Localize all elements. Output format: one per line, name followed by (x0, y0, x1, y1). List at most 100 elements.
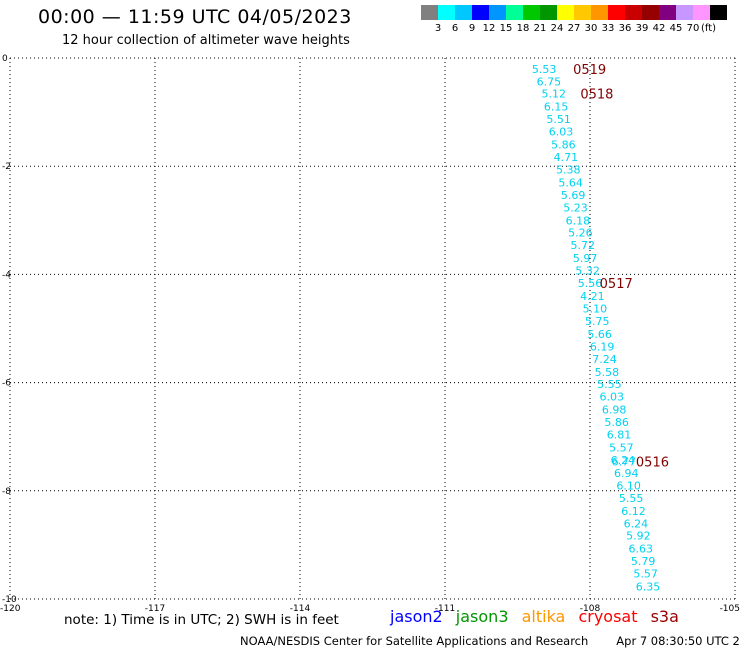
legend-label: 12 (483, 23, 496, 34)
swh-value-label: 5.86 (604, 416, 629, 429)
legend-label: 6 (452, 23, 458, 34)
legend-label: 24 (551, 23, 564, 34)
satellite-s3a: s3a (650, 607, 679, 626)
swh-value-label: 5.58 (595, 366, 620, 379)
swh-value-label: 5.10 (583, 302, 608, 315)
legend-swatch (455, 5, 472, 20)
swh-value-label: 7.24 (592, 353, 617, 366)
swh-value-label: 5.56 (578, 277, 603, 290)
legend-label: 27 (568, 23, 581, 34)
color-legend: 3 6 9 12 15 18 21 24 27 30 33 36 39 42 45 70 (ft) (421, 5, 727, 34)
footer-note: note: 1) Time is in UTC; 2) SWH is in fe… (64, 612, 339, 628)
legend-swatch (608, 5, 625, 20)
legend-label: 42 (653, 23, 666, 34)
swh-value-label: 6.03 (600, 391, 625, 404)
legend-swatch (540, 5, 557, 20)
generation-timestamp: Apr 7 08:30:50 UTC 2023 (616, 634, 740, 648)
legend-label: 70 (687, 23, 700, 34)
chart-subtitle: 12 hour collection of altimeter wave hei… (62, 33, 350, 48)
legend-swatch (659, 5, 676, 20)
legend-swatch (642, 5, 659, 20)
chart-title: 00:00 — 11:59 UTC 04/05/2023 (38, 6, 352, 28)
credit-text: NOAA/NESDIS Center for Satellite Applica… (240, 634, 589, 648)
swh-value-label: 5.55 (597, 378, 622, 391)
satellite-legend: jason2 jason3 altika cryosat s3a (390, 607, 687, 626)
swh-value-label: 5.64 (558, 176, 583, 189)
y-tick-label: 0 (2, 54, 8, 64)
swh-value-label: 6.03 (549, 126, 574, 139)
x-tick-label: -114 (290, 604, 311, 614)
legend-swatch (472, 5, 489, 20)
swh-value-label: 5.38 (556, 163, 581, 176)
time-annotation: 0517 (600, 277, 633, 292)
swh-value-label: 6.12 (621, 505, 646, 518)
satellite-altika: altika (521, 607, 566, 626)
swh-value-label: 6.75 (537, 75, 562, 88)
swh-value-label: 5.86 (551, 139, 576, 152)
swh-value-label: 6.19 (590, 340, 615, 353)
swh-value-label: 6.63 (629, 543, 654, 556)
y-tick-label: -2 (2, 162, 11, 172)
swh-value-label: 5.79 (631, 555, 656, 568)
x-tick-label: -111 (435, 604, 455, 614)
legend-swatch (676, 5, 693, 20)
legend-unit: (ft) (701, 23, 716, 34)
swh-value-label: 5.55 (619, 492, 644, 505)
footer-credit: NOAA/NESDIS Center for Satellite Applica… (240, 634, 740, 648)
legend-label: 45 (670, 23, 683, 34)
swh-value-label: 6.10 (616, 479, 641, 492)
swh-value-label: 5.72 (571, 239, 596, 252)
satellite-jason2: jason2 (390, 607, 443, 626)
swh-value-label: 6.35 (636, 581, 661, 594)
swh-value-label: 5.75 (585, 315, 610, 328)
swh-value-label: 4.21 (580, 290, 605, 303)
legend-label: 15 (500, 23, 513, 34)
swh-value-label: 5.92 (626, 530, 651, 543)
swh-value-label: 5.26 (568, 227, 593, 240)
legend-swatch (693, 5, 710, 20)
swh-value-label: 5.53 (532, 63, 557, 76)
legend-label: 36 (619, 23, 632, 34)
swh-value-label: 4.71 (554, 151, 579, 164)
legend-label: 18 (517, 23, 530, 34)
legend-swatch (523, 5, 540, 20)
legend-swatch (710, 5, 727, 20)
swh-value-label: 5.23 (563, 201, 588, 214)
swh-value-label: 5.66 (587, 328, 612, 341)
swh-value-label: 6.24 (611, 454, 636, 467)
legend-swatch (489, 5, 506, 20)
swh-value-label: 5.97 (573, 252, 598, 265)
swh-value-label: 5.12 (542, 88, 567, 101)
y-tick-label: -6 (2, 379, 11, 389)
time-annotation: 0519 (573, 63, 606, 78)
x-tick-label: -105 (720, 604, 740, 614)
y-tick-label: -10 (2, 595, 17, 605)
x-tick-label: -117 (145, 604, 165, 614)
legend-label: 9 (469, 23, 475, 34)
legend-swatch (557, 5, 574, 20)
legend-swatch (438, 5, 455, 20)
swh-value-label: 6.81 (607, 429, 632, 442)
legend-label: 21 (534, 23, 547, 34)
swh-value-label: 6.77 (612, 456, 637, 469)
y-tick-label: -8 (2, 487, 11, 497)
legend-label: 3 (435, 23, 441, 34)
legend-swatch (506, 5, 523, 20)
swh-value-label: 5.57 (633, 568, 658, 581)
swh-value-label: 6.15 (544, 101, 569, 114)
legend-label: 30 (585, 23, 598, 34)
time-annotation: 0516 (636, 456, 669, 471)
legend-swatch (625, 5, 642, 20)
x-tick-label: -120 (0, 604, 21, 614)
swh-value-label: 6.94 (614, 467, 639, 480)
legend-swatch (574, 5, 591, 20)
swh-value-label: 6.98 (602, 404, 627, 417)
legend-label: 39 (636, 23, 649, 34)
swh-value-label: 6.18 (566, 214, 591, 227)
swh-value-label: 6.24 (624, 517, 649, 530)
time-annotation: 0518 (580, 88, 613, 103)
swh-value-label: 5.51 (546, 113, 571, 126)
legend-label: 33 (602, 23, 615, 34)
x-tick-label: -108 (580, 604, 601, 614)
